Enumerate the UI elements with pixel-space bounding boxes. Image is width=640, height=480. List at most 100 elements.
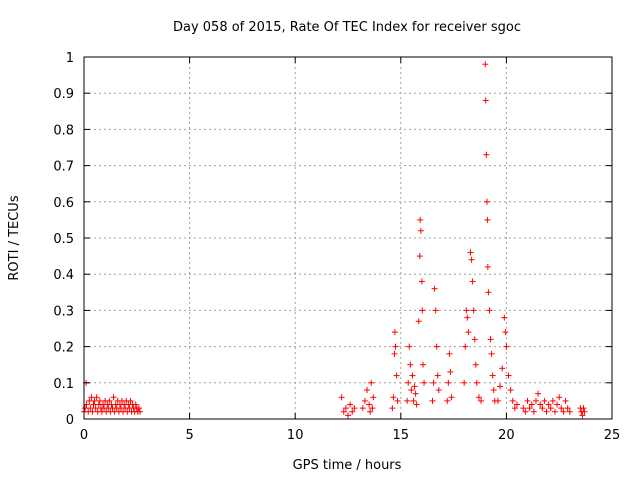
data-point — [446, 350, 453, 357]
data-point — [404, 397, 411, 404]
data-point — [406, 343, 413, 350]
data-point — [347, 401, 354, 408]
data-point — [461, 379, 468, 386]
data-point — [507, 387, 514, 394]
data-point — [349, 408, 356, 415]
data-point — [419, 361, 426, 368]
data-point — [389, 405, 396, 412]
data-point — [429, 397, 436, 404]
data-point — [411, 383, 418, 390]
data-point — [502, 329, 509, 336]
data-point — [394, 397, 401, 404]
data-point — [351, 405, 358, 412]
data-point — [472, 361, 479, 368]
data-point — [92, 405, 99, 412]
data-point — [513, 401, 520, 408]
y-tick-label: 0.8 — [53, 123, 74, 138]
data-point — [412, 390, 419, 397]
data-point — [444, 397, 451, 404]
data-point — [497, 383, 504, 390]
data-point — [415, 318, 422, 325]
data-point — [364, 387, 371, 394]
data-point — [547, 405, 554, 412]
data-point — [391, 350, 398, 357]
y-tick-label: 0.7 — [53, 160, 74, 175]
data-point — [467, 249, 474, 256]
data-point — [483, 151, 490, 158]
data-point — [416, 253, 423, 260]
data-point — [554, 401, 561, 408]
data-point — [581, 408, 588, 415]
data-point — [445, 379, 452, 386]
data-point — [520, 405, 527, 412]
data-point — [486, 307, 493, 314]
plot-frame — [83, 56, 613, 420]
data-point — [361, 397, 368, 404]
data-point — [392, 343, 399, 350]
data-point — [432, 307, 439, 314]
data-point — [475, 394, 482, 401]
data-point — [556, 394, 563, 401]
x-axis-title: GPS time / hours — [293, 458, 402, 473]
data-point — [132, 401, 139, 408]
data-point — [86, 397, 93, 404]
data-point — [93, 394, 100, 401]
data-point — [522, 408, 529, 415]
data-point — [418, 278, 425, 285]
data-point — [407, 361, 414, 368]
data-point — [391, 329, 398, 336]
data-point — [434, 372, 441, 379]
data-point — [338, 394, 345, 401]
data-point — [340, 408, 347, 415]
data-point — [469, 278, 476, 285]
data-point — [366, 401, 373, 408]
data-point — [393, 372, 400, 379]
data-points — [81, 61, 588, 419]
data-point — [524, 397, 531, 404]
data-point — [541, 397, 548, 404]
y-axis-title: ROTI / TECUs — [7, 195, 22, 280]
data-point — [417, 216, 424, 223]
data-point — [505, 372, 512, 379]
data-point — [499, 365, 506, 372]
data-point — [421, 379, 428, 386]
data-point — [135, 405, 142, 412]
x-tick-label: 15 — [393, 428, 410, 443]
data-point — [465, 329, 472, 336]
data-point — [494, 397, 501, 404]
x-tick-label: 20 — [498, 428, 515, 443]
data-point — [482, 97, 489, 104]
data-point — [484, 216, 491, 223]
data-point — [419, 307, 426, 314]
data-point — [370, 394, 377, 401]
data-point — [367, 408, 374, 415]
data-point — [359, 405, 366, 412]
data-point — [487, 336, 494, 343]
data-point — [91, 397, 98, 404]
data-point — [511, 405, 518, 412]
data-point — [448, 394, 455, 401]
y-tick-label: 0.5 — [53, 232, 74, 247]
x-axis: 0 5 10 15 20 25 — [80, 57, 620, 443]
data-point — [530, 408, 537, 415]
data-point — [417, 227, 424, 234]
data-point — [435, 387, 442, 394]
data-point — [471, 336, 478, 343]
data-point — [88, 394, 95, 401]
data-point — [545, 401, 552, 408]
data-point — [488, 350, 495, 357]
data-point — [405, 379, 412, 386]
data-point — [410, 397, 417, 404]
y-tick-label: 0 — [66, 413, 74, 428]
chart-title: Day 058 of 2015, Rate Of TEC Index for r… — [173, 20, 521, 35]
y-tick-label: 1 — [66, 51, 74, 66]
data-point — [484, 263, 491, 270]
data-point — [473, 379, 480, 386]
data-point — [551, 408, 558, 415]
y-tick-label: 0.2 — [53, 341, 74, 356]
x-tick-label: 0 — [80, 428, 88, 443]
data-point — [489, 372, 496, 379]
data-point — [482, 61, 489, 68]
data-point — [532, 397, 539, 404]
data-point — [478, 397, 485, 404]
